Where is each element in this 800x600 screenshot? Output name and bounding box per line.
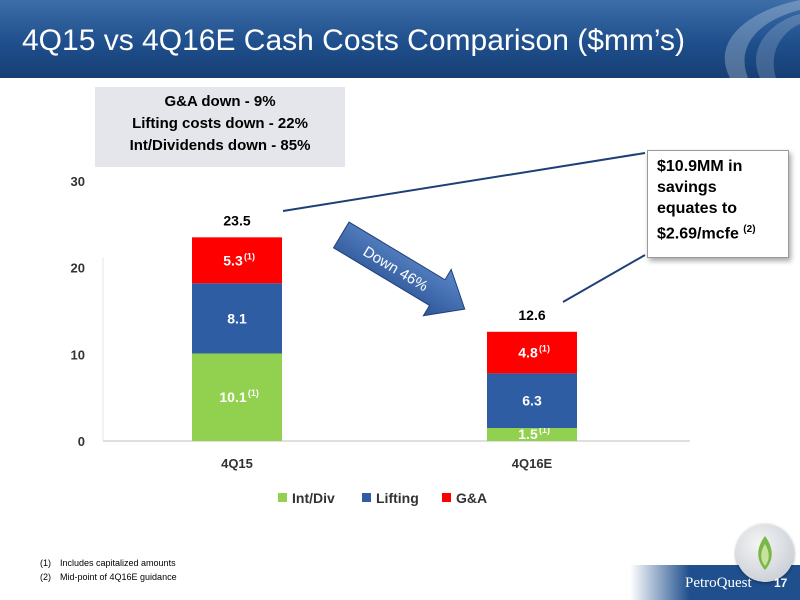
- data-label: 6.3: [522, 393, 542, 409]
- y-tick-label: 30: [71, 174, 85, 189]
- title-bar: 4Q15 vs 4Q16E Cash Costs Comparison ($mm…: [0, 0, 800, 78]
- footnote-1: (1) Includes capitalized amounts: [40, 558, 176, 568]
- legend-swatch: [442, 493, 451, 502]
- bar-segment: [192, 283, 282, 354]
- savings-value: $2.69/mcfe: [657, 225, 739, 243]
- data-label-footnote: (1): [539, 425, 550, 435]
- bar-segment: [487, 373, 577, 428]
- connector-line-top: [282, 152, 646, 212]
- bar-segment: [192, 237, 282, 284]
- y-tick-label: 20: [71, 261, 85, 276]
- data-label: 8.1: [227, 310, 247, 326]
- savings-line: equates to: [657, 200, 738, 217]
- bar-segment: [487, 428, 577, 441]
- total-label: 23.5: [223, 212, 250, 228]
- data-label: 4.8: [518, 345, 538, 361]
- legend-label: Lifting: [376, 490, 419, 506]
- data-label-footnote: (1): [248, 388, 259, 398]
- bar-segment: [487, 331, 577, 374]
- bar-segment: [192, 353, 282, 441]
- savings-line: $2.69/mcfe (2): [657, 219, 788, 244]
- footnote-2: (2) Mid-point of 4Q16E guidance: [40, 572, 177, 582]
- flame-icon: [758, 536, 772, 570]
- savings-line: savings: [657, 179, 717, 196]
- x-tick-label: 4Q16E: [512, 456, 553, 471]
- down-arrow: Down 46%: [332, 221, 466, 317]
- data-label: 5.3: [223, 252, 243, 268]
- connector-line-bottom: [562, 254, 646, 303]
- savings-line: $10.9MM in: [657, 158, 743, 175]
- swoosh-decoration: [724, 0, 800, 78]
- page-number: 17: [774, 576, 788, 590]
- callout-line: G&A down - 9%: [164, 93, 276, 110]
- data-label: 1.5: [518, 426, 538, 442]
- legend-swatch: [278, 493, 287, 502]
- total-label: 12.6: [518, 307, 545, 323]
- savings-box: $10.9MM in savings equates to $2.69/mcfe…: [647, 150, 789, 258]
- data-label-footnote: (1): [244, 251, 255, 261]
- data-label: 10.1: [219, 389, 246, 405]
- savings-footnote: (2): [743, 224, 756, 235]
- footnotes: (1) Includes capitalized amounts (2) Mid-p…: [40, 556, 177, 584]
- savings-connector-lines: [282, 152, 646, 303]
- y-tick-label: 0: [78, 434, 85, 449]
- brand-name: PetroQuest: [685, 575, 752, 591]
- slide-title: 4Q15 vs 4Q16E Cash Costs Comparison ($mm…: [22, 24, 686, 57]
- legend-label: G&A: [456, 490, 487, 506]
- y-axis: 0 10 20 30: [71, 174, 690, 449]
- x-tick-label: 4Q15: [221, 456, 253, 471]
- down-arrow-shape: [332, 221, 466, 317]
- legend-label: Int/Div: [292, 490, 335, 506]
- summary-callout: G&A down - 9% Lifting costs down - 22% I…: [95, 87, 345, 167]
- y-tick-label: 10: [71, 347, 85, 362]
- data-label-footnote: (1): [539, 344, 550, 354]
- legend-swatch: [362, 493, 371, 502]
- callout-line: Lifting costs down - 22%: [132, 115, 308, 132]
- company-logo: [736, 524, 794, 582]
- callout-line: Int/Dividends down - 85%: [129, 137, 311, 154]
- legend: Int/Div Lifting G&A: [278, 490, 487, 506]
